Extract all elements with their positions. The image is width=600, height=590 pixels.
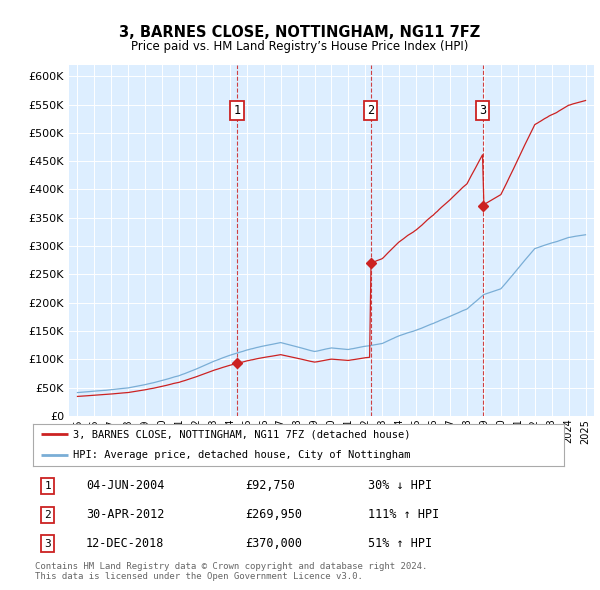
- Text: £269,950: £269,950: [245, 508, 302, 521]
- Text: 2: 2: [367, 104, 374, 117]
- Text: Price paid vs. HM Land Registry’s House Price Index (HPI): Price paid vs. HM Land Registry’s House …: [131, 40, 469, 53]
- Text: 3: 3: [479, 104, 486, 117]
- Text: £92,750: £92,750: [245, 480, 295, 493]
- Text: Contains HM Land Registry data © Crown copyright and database right 2024.
This d: Contains HM Land Registry data © Crown c…: [35, 562, 427, 581]
- Text: 30-APR-2012: 30-APR-2012: [86, 508, 164, 521]
- Text: 51% ↑ HPI: 51% ↑ HPI: [368, 537, 431, 550]
- Text: 1: 1: [44, 481, 51, 491]
- Text: 111% ↑ HPI: 111% ↑ HPI: [368, 508, 439, 521]
- Text: 12-DEC-2018: 12-DEC-2018: [86, 537, 164, 550]
- Text: 2: 2: [44, 510, 51, 520]
- Text: 3, BARNES CLOSE, NOTTINGHAM, NG11 7FZ: 3, BARNES CLOSE, NOTTINGHAM, NG11 7FZ: [119, 25, 481, 40]
- Text: £370,000: £370,000: [245, 537, 302, 550]
- Text: 3, BARNES CLOSE, NOTTINGHAM, NG11 7FZ (detached house): 3, BARNES CLOSE, NOTTINGHAM, NG11 7FZ (d…: [73, 430, 410, 439]
- Text: 1: 1: [233, 104, 241, 117]
- Text: 3: 3: [44, 539, 51, 549]
- Text: HPI: Average price, detached house, City of Nottingham: HPI: Average price, detached house, City…: [73, 451, 410, 460]
- Text: 04-JUN-2004: 04-JUN-2004: [86, 480, 164, 493]
- Text: 30% ↓ HPI: 30% ↓ HPI: [368, 480, 431, 493]
